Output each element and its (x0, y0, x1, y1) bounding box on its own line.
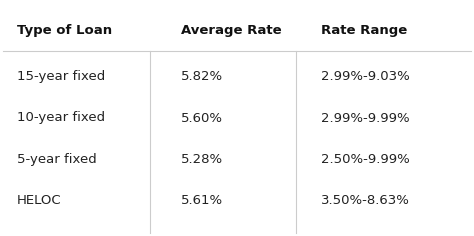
Text: 2.99%-9.03%: 2.99%-9.03% (321, 70, 410, 83)
Text: Type of Loan: Type of Loan (17, 24, 112, 37)
Text: 2.50%-9.99%: 2.50%-9.99% (321, 153, 410, 166)
Text: 5.61%: 5.61% (181, 194, 223, 207)
Text: 10-year fixed: 10-year fixed (17, 111, 105, 125)
Text: 5.28%: 5.28% (181, 153, 223, 166)
Text: 2.99%-9.99%: 2.99%-9.99% (321, 111, 410, 125)
Text: 3.50%-8.63%: 3.50%-8.63% (321, 194, 410, 207)
Text: 5.60%: 5.60% (181, 111, 223, 125)
Text: 5.82%: 5.82% (181, 70, 223, 83)
Text: 15-year fixed: 15-year fixed (17, 70, 105, 83)
Text: 5-year fixed: 5-year fixed (17, 153, 97, 166)
Text: HELOC: HELOC (17, 194, 62, 207)
Text: Average Rate: Average Rate (181, 24, 282, 37)
Text: Rate Range: Rate Range (321, 24, 408, 37)
